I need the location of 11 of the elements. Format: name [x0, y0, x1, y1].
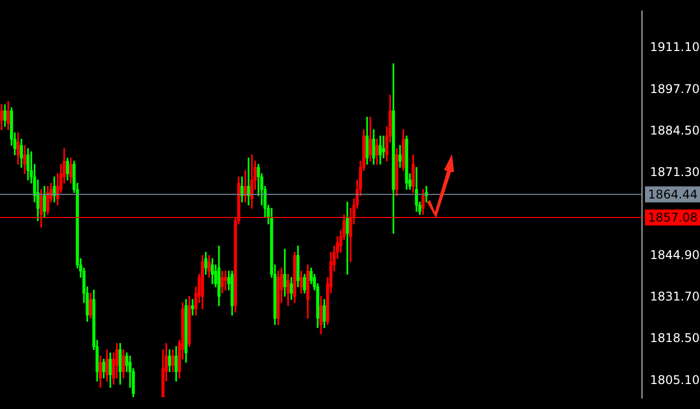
- y-tick-label: 1844.90: [650, 248, 700, 262]
- y-tick-label: 1871.30: [650, 164, 700, 179]
- ref-line-label: 1864.44: [648, 187, 698, 202]
- y-tick-label: 1884.50: [650, 123, 700, 138]
- candlestick: [224, 270, 228, 290]
- y-tick-label: 1805.10: [650, 372, 700, 387]
- y-tick-label: 1897.70: [650, 82, 700, 96]
- y-tick-label: 1831.70: [650, 289, 700, 304]
- y-tick-label: 1911.10: [650, 40, 700, 54]
- ref-line-label: 1857.08: [648, 210, 698, 225]
- y-tick-label: 1818.50: [650, 330, 700, 345]
